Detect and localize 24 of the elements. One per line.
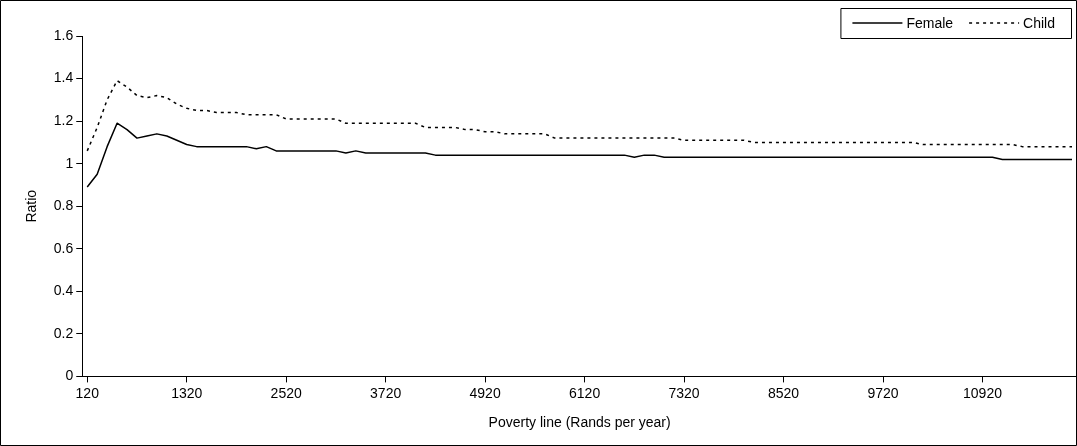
y-axis-title: Ratio [23, 189, 40, 223]
x-tick-label: 4920 [469, 384, 501, 401]
y-tick-label: 0.2 [53, 324, 74, 341]
x-tick-label: 3720 [370, 384, 402, 401]
y-tick-label: 1.6 [53, 26, 74, 43]
x-tick-label: 7320 [668, 384, 700, 401]
x-tick-label: 1320 [171, 384, 203, 401]
x-tick-label: 8520 [767, 384, 800, 401]
y-tick-label: 0 [65, 367, 74, 384]
x-tick-label: 2520 [270, 384, 302, 401]
line-series [86, 79, 1073, 152]
y-tick-label: 1.4 [53, 69, 74, 86]
y-tick-label: 0.8 [53, 197, 74, 214]
legend-label: Child [1023, 14, 1055, 31]
y-tick-label: 1 [65, 154, 74, 171]
legend-label: Female [906, 14, 954, 31]
x-tick-label: 9720 [867, 384, 899, 401]
x-tick-label: 6120 [569, 384, 601, 401]
y-tick-label: 0.4 [53, 282, 74, 299]
y-tick-label: 0.6 [53, 239, 74, 256]
x-tick-label: 120 [75, 384, 100, 401]
x-axis-title: Poverty line (Rands per year) [488, 414, 671, 431]
x-tick-label: 10920 [963, 384, 1003, 401]
y-tick-label: 1.2 [53, 111, 74, 128]
